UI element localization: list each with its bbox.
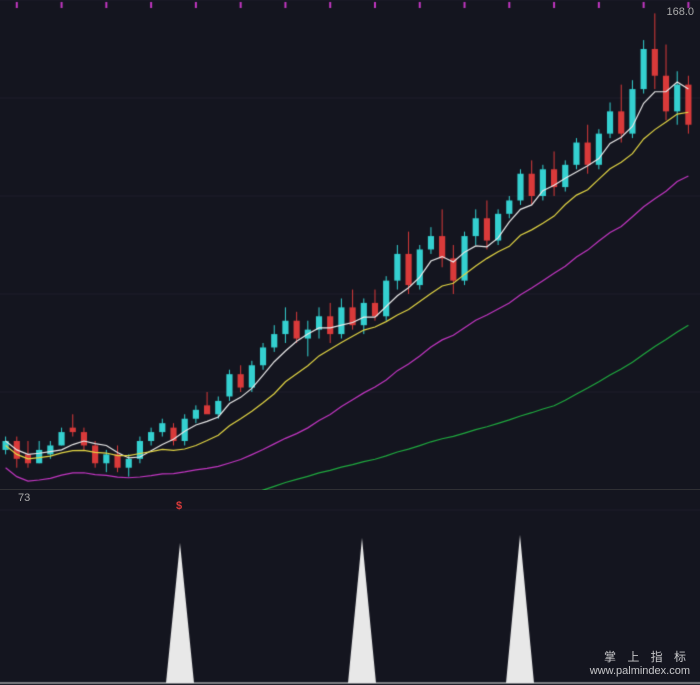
indicator-value-label: 73 — [18, 492, 30, 504]
marker-icon: $ — [176, 500, 182, 512]
candlestick-canvas — [0, 0, 700, 490]
indicator-panel[interactable]: 73 $ 掌 上 指 标 www.palmindex.com — [0, 490, 700, 685]
price-axis-label: 168.0 — [666, 6, 694, 18]
main-chart-panel[interactable]: 168.0 — [0, 0, 700, 490]
indicator-canvas — [0, 490, 700, 685]
